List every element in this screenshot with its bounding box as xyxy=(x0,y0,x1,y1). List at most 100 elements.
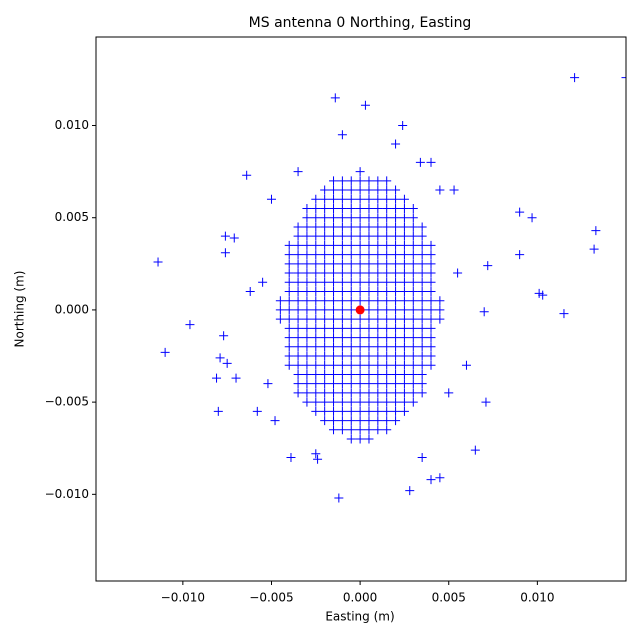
point xyxy=(337,231,347,241)
point xyxy=(435,473,445,483)
point xyxy=(391,388,401,398)
point xyxy=(284,305,294,315)
point xyxy=(364,397,374,407)
point xyxy=(399,296,409,306)
point xyxy=(364,434,374,444)
point xyxy=(355,167,365,177)
point xyxy=(399,194,409,204)
point xyxy=(355,259,365,269)
point xyxy=(364,277,374,287)
point xyxy=(373,277,383,287)
point xyxy=(311,268,321,278)
point xyxy=(302,323,312,333)
point xyxy=(346,296,356,306)
point xyxy=(408,268,418,278)
point xyxy=(417,314,427,324)
point xyxy=(355,342,365,352)
point xyxy=(293,286,303,296)
point xyxy=(293,342,303,352)
point xyxy=(481,397,491,407)
point xyxy=(408,323,418,333)
point xyxy=(320,406,330,416)
point xyxy=(329,323,339,333)
point xyxy=(329,397,339,407)
point xyxy=(329,185,339,195)
point xyxy=(426,268,436,278)
point xyxy=(346,194,356,204)
point xyxy=(373,360,383,370)
point xyxy=(284,360,294,370)
point xyxy=(382,277,392,287)
point xyxy=(515,250,525,260)
point xyxy=(293,369,303,379)
point xyxy=(346,379,356,389)
point xyxy=(337,203,347,213)
point xyxy=(355,333,365,343)
point xyxy=(284,351,294,361)
point xyxy=(417,222,427,232)
point xyxy=(360,100,370,110)
point xyxy=(399,213,409,223)
point xyxy=(185,320,195,330)
point xyxy=(329,342,339,352)
point xyxy=(382,333,392,343)
point xyxy=(284,323,294,333)
point xyxy=(364,268,374,278)
point xyxy=(391,286,401,296)
point xyxy=(270,416,280,426)
point xyxy=(293,250,303,260)
point xyxy=(355,194,365,204)
point xyxy=(329,333,339,343)
point xyxy=(382,296,392,306)
point xyxy=(346,268,356,278)
point xyxy=(408,222,418,232)
point xyxy=(399,222,409,232)
point xyxy=(364,194,374,204)
point xyxy=(408,388,418,398)
point xyxy=(329,314,339,324)
point xyxy=(302,388,312,398)
point xyxy=(337,268,347,278)
point xyxy=(258,277,268,287)
point xyxy=(399,268,409,278)
x-tick-label: 0.010 xyxy=(520,591,554,605)
point xyxy=(391,231,401,241)
point xyxy=(408,296,418,306)
y-tick-label: 0.005 xyxy=(55,210,89,224)
point xyxy=(426,351,436,361)
point xyxy=(399,305,409,315)
point xyxy=(293,277,303,287)
point xyxy=(293,296,303,306)
point xyxy=(391,351,401,361)
point xyxy=(293,259,303,269)
y-tick-label: −0.010 xyxy=(45,487,89,501)
point xyxy=(284,277,294,287)
point xyxy=(302,379,312,389)
point xyxy=(153,257,163,267)
point xyxy=(346,314,356,324)
point xyxy=(346,323,356,333)
point xyxy=(337,369,347,379)
point xyxy=(399,259,409,269)
point xyxy=(527,213,537,223)
point xyxy=(417,388,427,398)
point xyxy=(346,240,356,250)
x-tick-label: 0.005 xyxy=(432,591,466,605)
point xyxy=(364,231,374,241)
point xyxy=(417,452,427,462)
point xyxy=(435,305,445,315)
point xyxy=(337,194,347,204)
point xyxy=(311,240,321,250)
point xyxy=(373,388,383,398)
y-tick-label: −0.005 xyxy=(45,395,89,409)
point xyxy=(373,203,383,213)
point xyxy=(399,333,409,343)
point xyxy=(426,314,436,324)
point xyxy=(320,305,330,315)
point xyxy=(364,259,374,269)
chart-title: MS antenna 0 Northing, Easting xyxy=(249,15,472,31)
point xyxy=(337,397,347,407)
point xyxy=(373,314,383,324)
point xyxy=(515,207,525,217)
